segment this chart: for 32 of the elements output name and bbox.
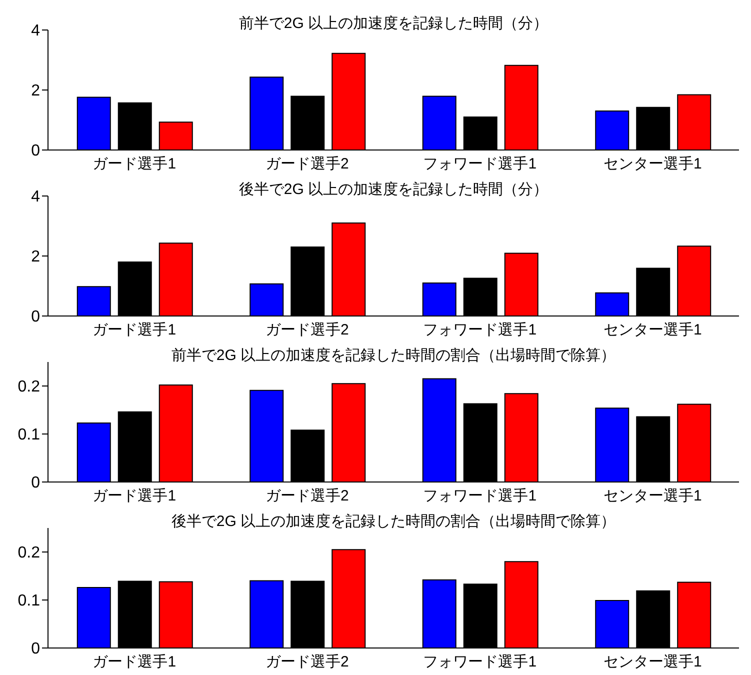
y-tick-label: 0 — [31, 142, 40, 160]
x-tick-label: ガード選手1 — [92, 654, 176, 671]
y-tick-label: 0.1 — [18, 592, 40, 610]
x-tick-label: ガード選手2 — [265, 488, 349, 505]
y-tick-label: 0 — [31, 474, 40, 492]
chart-title: 後半で2G 以上の加速度を記録した時間（分） — [238, 180, 550, 199]
x-tick-label: フォワード選手1 — [423, 488, 537, 505]
x-tick-label: センター選手1 — [603, 654, 702, 671]
y-tick-label: 0.2 — [18, 378, 40, 396]
x-tick-label: ガード選手2 — [265, 322, 349, 339]
x-tick-label: ガード選手1 — [92, 156, 176, 173]
chart-title: 前半で2G 以上の加速度を記録した時間の割合（出場時間で除算） — [170, 346, 617, 365]
x-tick-label: ガード選手1 — [92, 488, 176, 505]
x-tick-label: ガード選手2 — [265, 156, 349, 173]
y-tick-label: 0.1 — [18, 426, 40, 444]
y-tick-label: 2 — [31, 82, 40, 100]
x-tick-label: センター選手1 — [603, 322, 702, 339]
x-tick-label: ガード選手1 — [92, 322, 176, 339]
x-tick-label: ガード選手2 — [265, 654, 349, 671]
x-tick-label: センター選手1 — [603, 488, 702, 505]
chart-title: 前半で2G 以上の加速度を記録した時間（分） — [238, 14, 550, 33]
x-tick-label: フォワード選手1 — [423, 156, 537, 173]
x-tick-label: センター選手1 — [603, 156, 702, 173]
chart-title: 後半で2G 以上の加速度を記録した時間の割合（出場時間で除算） — [170, 512, 617, 531]
y-tick-label: 0 — [31, 640, 40, 658]
x-tick-label: フォワード選手1 — [423, 322, 537, 339]
x-tick-label: フォワード選手1 — [423, 654, 537, 671]
y-tick-label: 2 — [31, 248, 40, 266]
y-tick-label: 0.2 — [18, 544, 40, 562]
y-tick-label: 0 — [31, 308, 40, 326]
y-tick-label: 4 — [31, 188, 40, 206]
y-tick-label: 4 — [31, 22, 40, 40]
